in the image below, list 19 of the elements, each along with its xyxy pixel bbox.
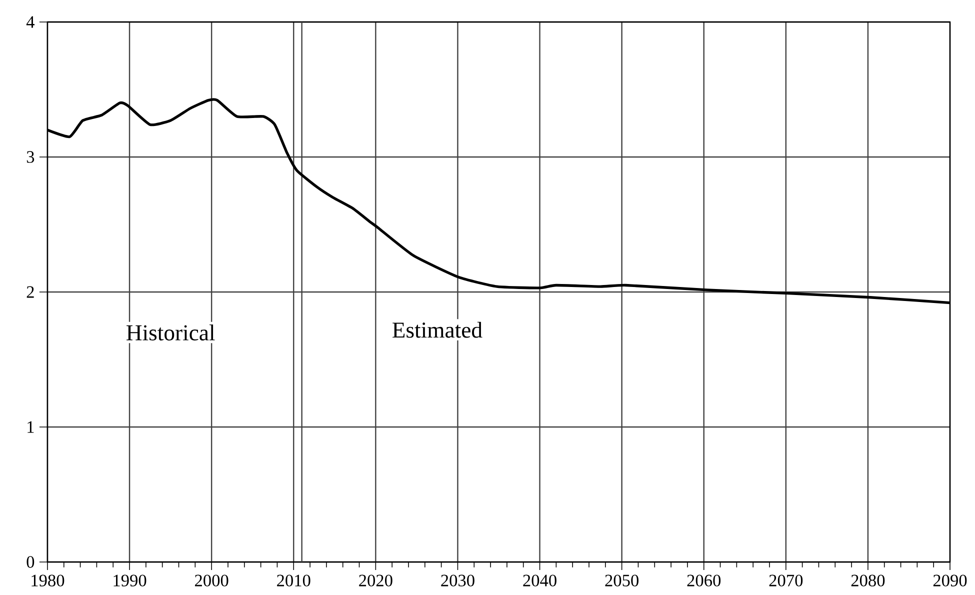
y-tick-label: 3 [26,151,34,163]
x-tick-label: 2010 [277,574,310,586]
x-tick-label: 2070 [769,574,803,586]
x-tick-label: 1980 [32,574,64,586]
y-tick-label: 2 [26,286,34,298]
annotation: Estimated [392,322,482,338]
x-tick-label: 2060 [687,574,721,586]
x-tick-label: 2080 [851,574,885,586]
x-tick-label: 2090 [933,574,967,586]
x-tick-label: 1990 [114,574,146,586]
annotation: Historical [126,324,215,340]
y-tick-label: 0 [26,556,34,568]
x-tick-label: 2050 [605,574,638,586]
y-tick-label: 4 [26,16,34,28]
x-tick-label: 2030 [441,574,474,586]
x-tick-label: 2020 [359,574,392,586]
x-tick-label: 2040 [523,574,556,586]
y-tick-label: 1 [28,421,34,433]
x-tick-label: 2000 [194,574,228,586]
